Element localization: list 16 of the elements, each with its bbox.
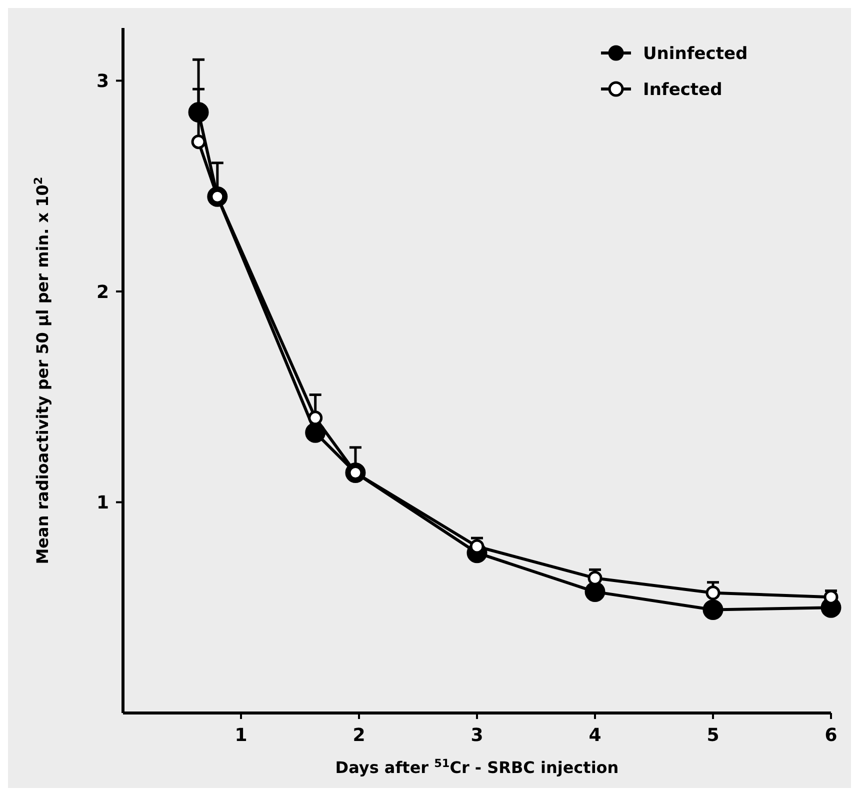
x-tick-label: 3 (470, 725, 484, 746)
legend-label: Uninfected (643, 44, 748, 64)
point (584, 582, 606, 602)
y-tick-label: 1 (96, 492, 109, 514)
legend-label: Infected (643, 80, 722, 100)
point (702, 599, 724, 620)
y-tick-label: 3 (96, 70, 109, 92)
y-tick-label: 2 (96, 282, 109, 303)
x-axis-title: Days after $^{51}$Cr - SRBC injection (335, 756, 619, 777)
x-tick-label: 4 (588, 725, 602, 746)
point (191, 134, 206, 150)
x-tick-label: 1 (234, 725, 248, 746)
x-tick-label: 2 (352, 725, 366, 746)
x-tick-label: 6 (824, 725, 838, 746)
point (706, 586, 720, 600)
x-tick-label: 5 (706, 725, 720, 746)
